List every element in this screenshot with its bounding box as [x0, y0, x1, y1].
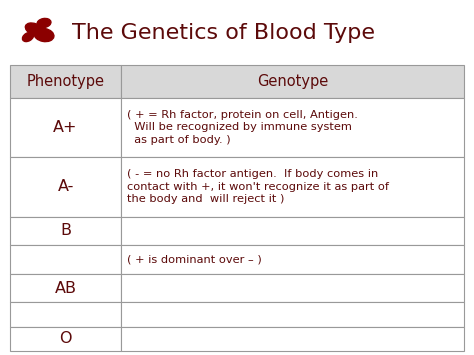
Text: ( + = Rh factor, protein on cell, Antigen.
  Will be recognized by immune system: ( + = Rh factor, protein on cell, Antige… [127, 110, 358, 144]
Ellipse shape [37, 18, 51, 28]
Bar [121, 245, 464, 274]
Bar [121, 98, 464, 157]
Bar [10, 302, 121, 327]
Text: ( - = no Rh factor antigen.  If body comes in
contact with +, it won't recognize: ( - = no Rh factor antigen. If body come… [127, 169, 389, 204]
Bar [121, 157, 464, 217]
Text: A+: A+ [54, 120, 78, 135]
Bar [10, 217, 121, 245]
Text: Phenotype: Phenotype [27, 74, 105, 89]
Bar [10, 98, 121, 157]
Bar [121, 217, 464, 245]
Bar [121, 65, 464, 98]
Ellipse shape [34, 28, 54, 42]
Ellipse shape [25, 23, 43, 35]
Text: A-: A- [57, 179, 74, 194]
Text: ( + is dominant over – ): ( + is dominant over – ) [127, 255, 262, 264]
Bar [121, 327, 464, 351]
Bar [10, 274, 121, 302]
Bar [10, 327, 121, 351]
Bar [10, 65, 121, 98]
Bar [121, 302, 464, 327]
Text: Genotype: Genotype [257, 74, 328, 89]
Text: O: O [59, 331, 72, 346]
Text: The Genetics of Blood Type: The Genetics of Blood Type [72, 23, 375, 43]
Ellipse shape [22, 32, 34, 42]
Bar [10, 245, 121, 274]
Bar [10, 157, 121, 217]
Bar [121, 274, 464, 302]
Text: AB: AB [55, 280, 77, 296]
Text: B: B [60, 223, 71, 238]
